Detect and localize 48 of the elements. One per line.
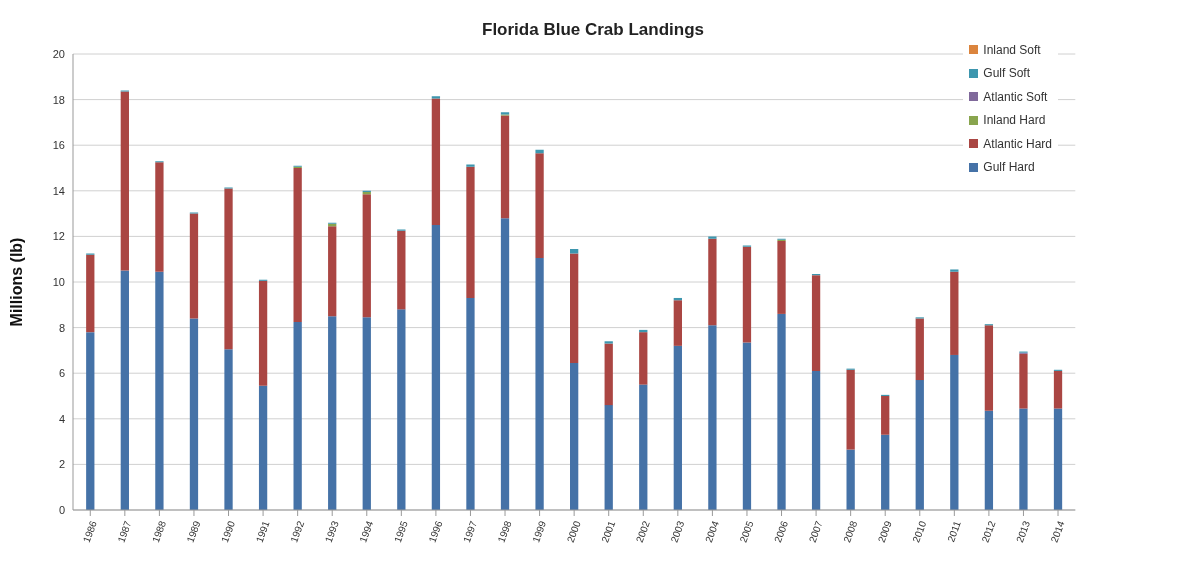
y-tick-label: 6 — [58, 367, 65, 380]
x-tick-label: 1998 — [495, 518, 514, 545]
y-tick-label: 2 — [58, 458, 65, 471]
x-tick-label: 2002 — [633, 518, 652, 545]
x-tick-label: 1995 — [391, 518, 411, 545]
legend-label: Atlantic Soft — [983, 89, 1048, 104]
x-tick-label: 1992 — [288, 518, 307, 545]
x-tick-label: 2013 — [1014, 518, 1033, 545]
x-tick-label: 1986 — [80, 518, 99, 545]
y-tick-label: 18 — [52, 93, 65, 106]
y-tick-label: 4 — [58, 412, 65, 425]
legend-label: Atlantic Hard — [983, 136, 1052, 151]
x-tick-label: 1999 — [530, 518, 549, 545]
legend-label: Gulf Hard — [983, 160, 1035, 175]
x-tick-label: 1990 — [219, 518, 238, 545]
x-tick-label: 1991 — [253, 518, 272, 545]
x-tick-label: 2001 — [599, 518, 618, 545]
y-axis-title: Millions (lb) — [7, 237, 25, 327]
x-tick-label: 2011 — [945, 518, 964, 544]
legend-label: Gulf Soft — [983, 66, 1030, 81]
x-tick-label: 1987 — [115, 518, 134, 545]
x-tick-label: 2008 — [841, 518, 860, 545]
x-tick-label: 2009 — [875, 518, 894, 545]
x-tick-label: 2003 — [668, 518, 687, 545]
x-tick-label: 2004 — [703, 518, 722, 545]
y-tick-label: 0 — [58, 503, 65, 516]
y-tick-label: 10 — [52, 275, 65, 288]
legend-label: Inland Soft — [983, 42, 1041, 57]
x-tick-label: 1994 — [357, 518, 376, 545]
x-tick-label: 2012 — [979, 518, 998, 545]
x-tick-label: 1997 — [461, 518, 480, 545]
x-tick-label: 2006 — [772, 518, 791, 545]
y-tick-label: 12 — [52, 230, 65, 243]
x-tick-label: 1996 — [426, 518, 445, 545]
y-tick-label: 14 — [52, 184, 65, 197]
chart-title: Florida Blue Crab Landings — [481, 20, 705, 40]
y-tick-label: 16 — [52, 139, 65, 152]
y-tick-label: 20 — [52, 47, 65, 60]
x-tick-label: 1989 — [184, 518, 203, 545]
x-tick-label: 1993 — [322, 518, 341, 545]
x-tick-label: 2014 — [1048, 518, 1067, 545]
x-tick-label: 2007 — [806, 518, 825, 545]
x-tick-label: 2005 — [737, 518, 756, 545]
x-tick-label: 2000 — [564, 518, 583, 545]
x-tick-label: 2010 — [910, 518, 929, 545]
x-tick-label: 1988 — [150, 518, 169, 545]
y-tick-label: 8 — [58, 321, 65, 334]
legend-label: Inland Hard — [983, 113, 1046, 128]
